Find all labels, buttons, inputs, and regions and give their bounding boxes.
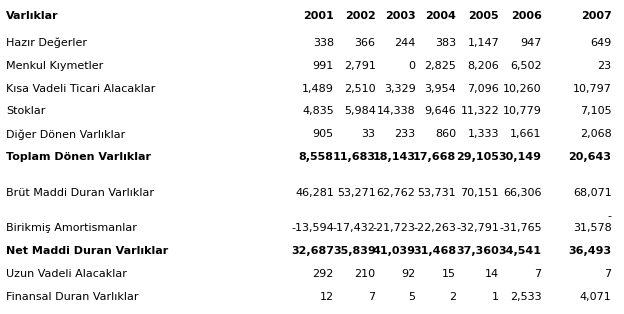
Text: 0: 0 xyxy=(409,61,416,71)
Text: 2007: 2007 xyxy=(581,11,612,21)
Text: 68,071: 68,071 xyxy=(573,188,612,198)
Text: 210: 210 xyxy=(354,269,376,279)
Text: 14: 14 xyxy=(485,269,499,279)
Text: 10,779: 10,779 xyxy=(503,106,542,116)
Text: Varlıklar: Varlıklar xyxy=(6,11,59,21)
Text: 2004: 2004 xyxy=(426,11,456,21)
Text: 9,646: 9,646 xyxy=(424,106,456,116)
Text: Diğer Dönen Varlıklar: Diğer Dönen Varlıklar xyxy=(6,129,125,140)
Text: 14,338: 14,338 xyxy=(377,106,416,116)
Text: 3,954: 3,954 xyxy=(424,84,456,94)
Text: 66,306: 66,306 xyxy=(503,188,542,198)
Text: 1,489: 1,489 xyxy=(302,84,334,94)
Text: 991: 991 xyxy=(313,61,334,71)
Text: 649: 649 xyxy=(590,38,612,48)
Text: 36,493: 36,493 xyxy=(568,246,612,256)
Text: 20,643: 20,643 xyxy=(568,152,612,162)
Text: 7: 7 xyxy=(535,269,542,279)
Text: Net Maddi Duran Varlıklar: Net Maddi Duran Varlıklar xyxy=(6,246,168,256)
Text: 17,668: 17,668 xyxy=(413,152,456,162)
Text: 35,839: 35,839 xyxy=(333,246,376,256)
Text: 2,533: 2,533 xyxy=(510,292,542,302)
Text: 12: 12 xyxy=(319,292,334,302)
Text: 33: 33 xyxy=(362,129,376,139)
Text: 31,468: 31,468 xyxy=(413,246,456,256)
Text: 7: 7 xyxy=(369,292,376,302)
Text: 7,105: 7,105 xyxy=(580,106,612,116)
Text: 70,151: 70,151 xyxy=(461,188,499,198)
Text: 92: 92 xyxy=(401,269,416,279)
Text: 2: 2 xyxy=(449,292,456,302)
Text: 62,762: 62,762 xyxy=(377,188,416,198)
Text: Hazır Değerler: Hazır Değerler xyxy=(6,38,87,48)
Text: 29,105: 29,105 xyxy=(456,152,499,162)
Text: 23: 23 xyxy=(597,61,612,71)
Text: Uzun Vadeli Alacaklar: Uzun Vadeli Alacaklar xyxy=(6,269,127,279)
Text: -21,723: -21,723 xyxy=(373,223,416,233)
Text: 34,541: 34,541 xyxy=(499,246,542,256)
Text: 53,731: 53,731 xyxy=(417,188,456,198)
Text: 11,683: 11,683 xyxy=(333,152,376,162)
Text: Brüt Maddi Duran Varlıklar: Brüt Maddi Duran Varlıklar xyxy=(6,188,154,198)
Text: 15: 15 xyxy=(442,269,456,279)
Text: 1,333: 1,333 xyxy=(468,129,499,139)
Text: 8,206: 8,206 xyxy=(467,61,499,71)
Text: 30,149: 30,149 xyxy=(499,152,542,162)
Text: 8,558: 8,558 xyxy=(299,152,334,162)
Text: 2003: 2003 xyxy=(385,11,416,21)
Text: 4,071: 4,071 xyxy=(580,292,612,302)
Text: Kısa Vadeli Ticari Alacaklar: Kısa Vadeli Ticari Alacaklar xyxy=(6,84,155,94)
Text: -31,765: -31,765 xyxy=(499,223,542,233)
Text: 5,984: 5,984 xyxy=(344,106,376,116)
Text: 860: 860 xyxy=(435,129,456,139)
Text: 1,147: 1,147 xyxy=(467,38,499,48)
Text: 31,578: 31,578 xyxy=(573,223,612,233)
Text: -: - xyxy=(608,211,612,221)
Text: 233: 233 xyxy=(394,129,416,139)
Text: 32,687: 32,687 xyxy=(291,246,334,256)
Text: 2,791: 2,791 xyxy=(344,61,376,71)
Text: 41,039: 41,039 xyxy=(373,246,416,256)
Text: -17,432: -17,432 xyxy=(333,223,376,233)
Text: 7,096: 7,096 xyxy=(467,84,499,94)
Text: 10,797: 10,797 xyxy=(573,84,612,94)
Text: 2,825: 2,825 xyxy=(424,61,456,71)
Text: 2001: 2001 xyxy=(303,11,334,21)
Text: Birikmiş Amortismanlar: Birikmiş Amortismanlar xyxy=(6,223,137,233)
Text: -13,594: -13,594 xyxy=(291,223,334,233)
Text: 4,835: 4,835 xyxy=(302,106,334,116)
Text: 292: 292 xyxy=(313,269,334,279)
Text: 53,271: 53,271 xyxy=(337,188,376,198)
Text: Menkul Kıymetler: Menkul Kıymetler xyxy=(6,61,104,71)
Text: 3,329: 3,329 xyxy=(384,84,416,94)
Text: 1: 1 xyxy=(492,292,499,302)
Text: 10,260: 10,260 xyxy=(503,84,542,94)
Text: 2,510: 2,510 xyxy=(344,84,376,94)
Text: -32,791: -32,791 xyxy=(456,223,499,233)
Text: 1,661: 1,661 xyxy=(510,129,542,139)
Text: 383: 383 xyxy=(435,38,456,48)
Text: 37,360: 37,360 xyxy=(456,246,499,256)
Text: 244: 244 xyxy=(394,38,416,48)
Text: 2005: 2005 xyxy=(469,11,499,21)
Text: Toplam Dönen Varlıklar: Toplam Dönen Varlıklar xyxy=(6,152,151,162)
Text: Stoklar: Stoklar xyxy=(6,106,46,116)
Text: 947: 947 xyxy=(520,38,542,48)
Text: 338: 338 xyxy=(313,38,334,48)
Text: Finansal Duran Varlıklar: Finansal Duran Varlıklar xyxy=(6,292,139,302)
Text: 2,068: 2,068 xyxy=(580,129,612,139)
Text: 11,322: 11,322 xyxy=(461,106,499,116)
Text: 366: 366 xyxy=(354,38,376,48)
Text: 46,281: 46,281 xyxy=(295,188,334,198)
Text: 905: 905 xyxy=(313,129,334,139)
Text: 18,143: 18,143 xyxy=(373,152,416,162)
Text: 7: 7 xyxy=(605,269,612,279)
Text: 5: 5 xyxy=(409,292,416,302)
Text: 2002: 2002 xyxy=(345,11,376,21)
Text: 2006: 2006 xyxy=(511,11,542,21)
Text: -22,263: -22,263 xyxy=(413,223,456,233)
Text: 6,502: 6,502 xyxy=(510,61,542,71)
